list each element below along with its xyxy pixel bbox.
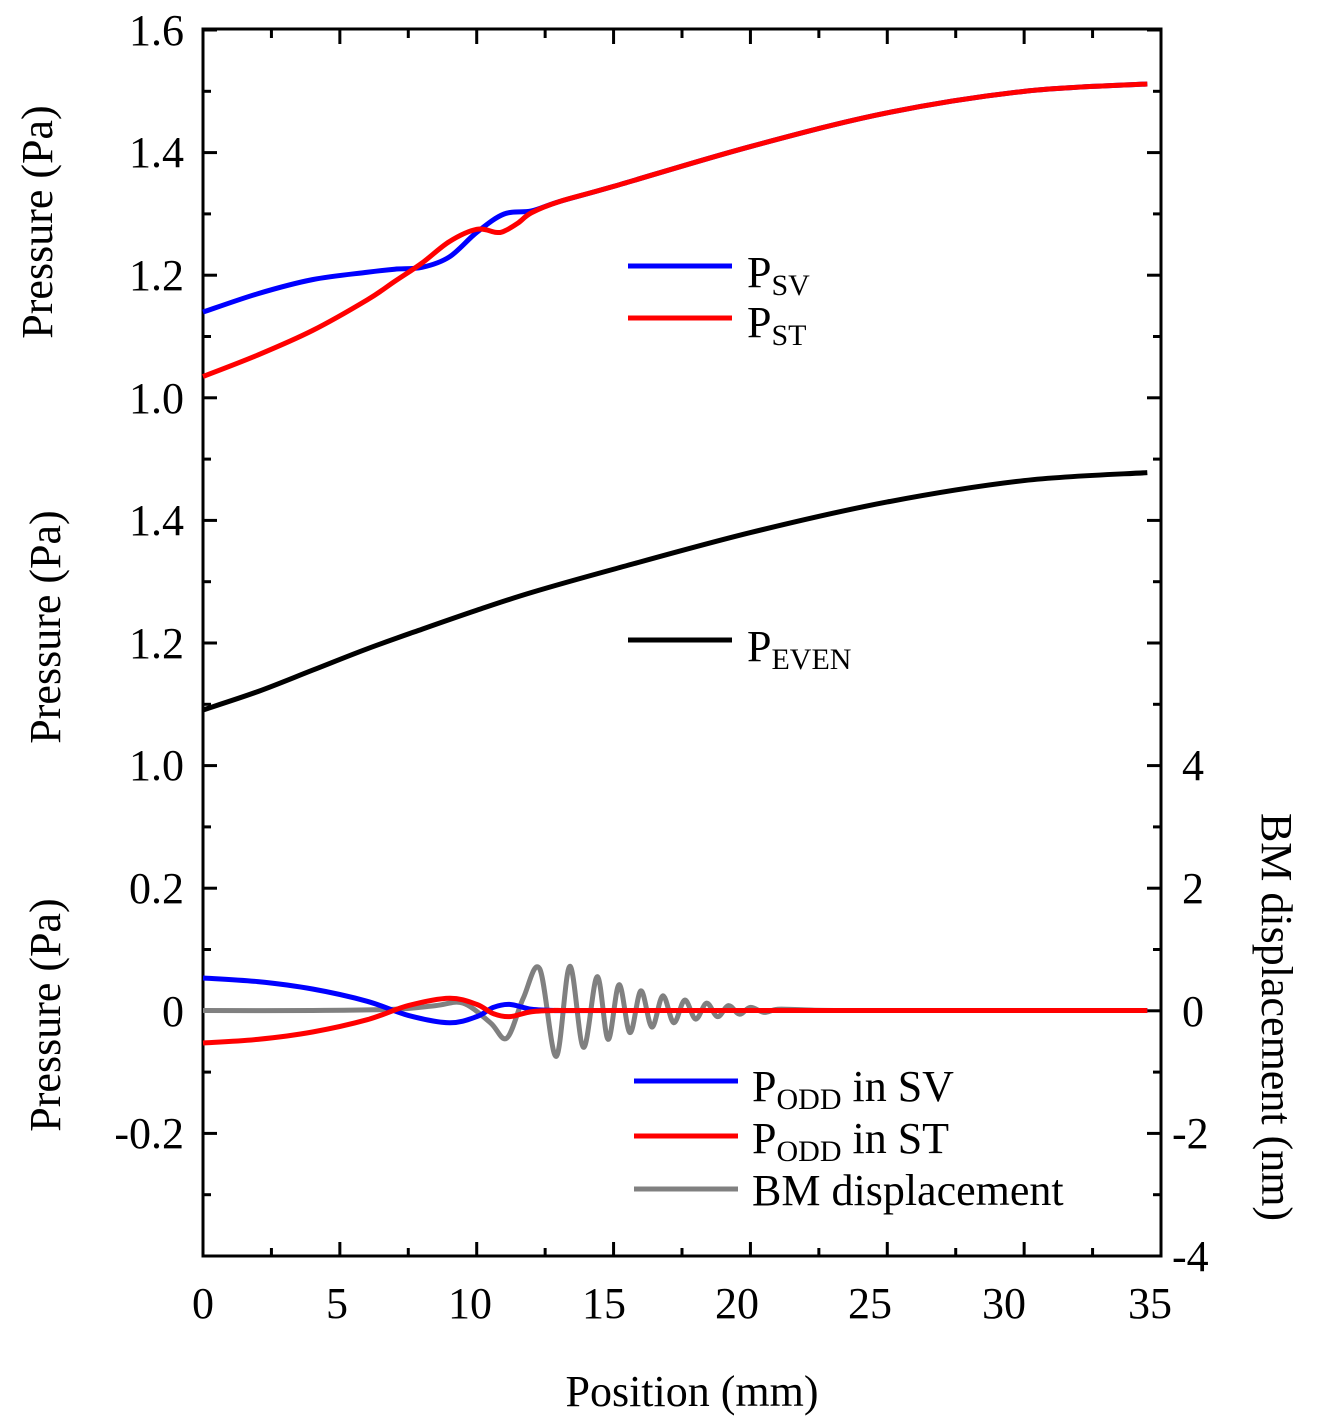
bottom-y-axis-title: Pressure (Pa) (21, 898, 70, 1131)
legend-label-podd-sv: PODD in SV (752, 1062, 954, 1116)
top-tick-label-2: 1.2 (129, 251, 184, 300)
legend-label-pst: PST (747, 298, 807, 352)
top-y-axis-title: Pressure (Pa) (13, 105, 62, 338)
bottom-tick-label-0: 0.2 (129, 864, 184, 913)
right-tick-label-1: 2 (1182, 864, 1204, 913)
middle-tick-label-1: 1.2 (129, 619, 184, 668)
middle-tick-label-0: 1.4 (129, 496, 184, 545)
right-tick-label-2: 0 (1182, 987, 1204, 1036)
bottom-tick-label-1: 0 (162, 987, 184, 1036)
x-tick-label-3: 15 (582, 1279, 626, 1328)
right-y-axis-title: BM displacement (nm) (1252, 813, 1301, 1221)
x-axis-title: Position (mm) (565, 1367, 818, 1416)
legend-label-psv: PSV (747, 248, 810, 302)
legend-label-podd-st: PODD in ST (752, 1114, 949, 1168)
series-layer (202, 81, 1148, 1060)
x-tick-label-6: 30 (982, 1279, 1026, 1328)
x-tick-label-1: 5 (326, 1279, 348, 1328)
x-tick-label-5: 25 (848, 1279, 892, 1328)
series-line-p-sv (202, 81, 1148, 315)
x-tick-label-7: 35 (1128, 1279, 1172, 1328)
top-tick-label-3: 1.0 (129, 374, 184, 423)
legend-label-peven: PEVEN (747, 622, 851, 676)
series-line-p-odd-in-st (202, 995, 1148, 1046)
right-tick-label-3: -2 (1172, 1109, 1209, 1158)
series-line-p-st (202, 81, 1148, 379)
x-tick-label-4: 20 (715, 1279, 759, 1328)
bottom-legend: PODD in SV PODD in ST BM displacement (634, 1062, 1064, 1215)
right-tick-label-0: 4 (1182, 741, 1204, 790)
middle-y-axis-title: Pressure (Pa) (21, 510, 70, 743)
right-tick-label-4: -4 (1172, 1232, 1209, 1281)
top-legend: PSV PST (628, 248, 810, 352)
tick-marks (201, 28, 1163, 1258)
series-line-p-odd-in-sv (202, 975, 1148, 1026)
bottom-tick-label-2: -0.2 (114, 1109, 184, 1158)
series-line-p-even (202, 470, 1148, 713)
legend-label-bm: BM displacement (752, 1166, 1064, 1215)
x-tick-label-2: 10 (448, 1279, 492, 1328)
x-tick-label-0: 0 (192, 1279, 214, 1328)
top-tick-label-1: 1.4 (129, 128, 184, 177)
middle-legend: PEVEN (628, 622, 851, 676)
top-tick-label-0: 1.6 (129, 6, 184, 55)
middle-tick-label-2: 1.0 (129, 741, 184, 790)
